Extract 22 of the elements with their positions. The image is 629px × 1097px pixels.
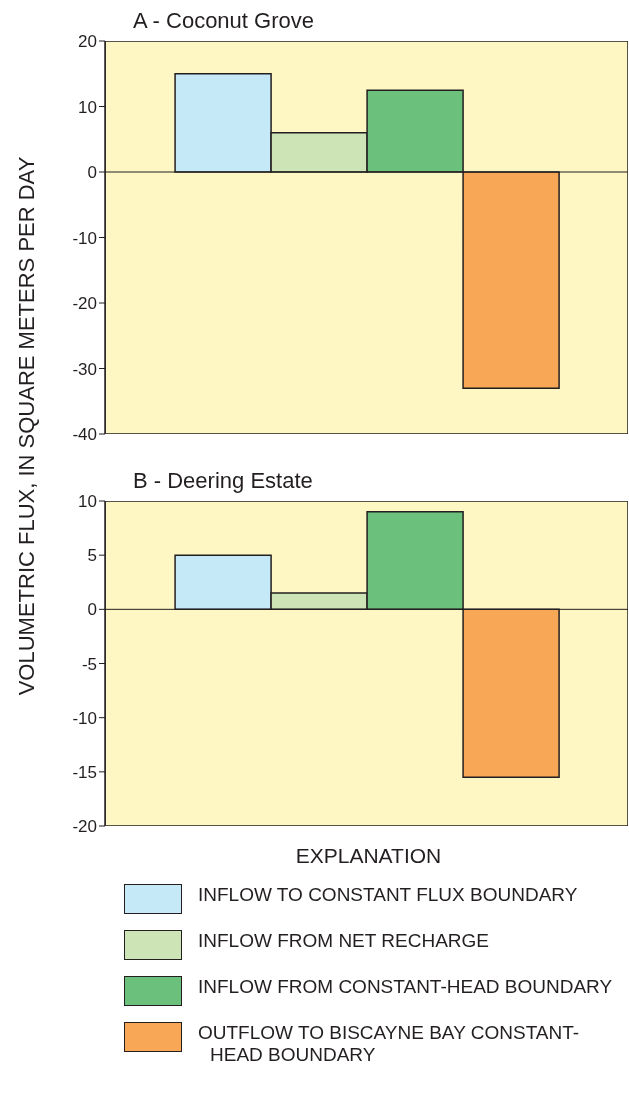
y-axis-title: VOLUMETRIC FLUX, IN SQUARE METERS PER DAY: [14, 156, 40, 696]
y-tick-label: 5: [87, 546, 97, 566]
y-tick-label: -40: [72, 425, 97, 445]
y-tick-label: -15: [72, 762, 97, 782]
chart-title: B - Deering Estate: [133, 468, 313, 494]
y-tick-label: 20: [78, 32, 97, 52]
legend-label: INFLOW TO CONSTANT FLUX BOUNDARY: [198, 884, 579, 906]
legend-label: INFLOW FROM CONSTANT-HEAD BOUNDARY: [198, 976, 614, 998]
y-tick-label: -30: [72, 359, 97, 379]
y-tick-label: -5: [81, 654, 97, 674]
y-tick-label: 10: [78, 492, 97, 512]
y-tick-label: -20: [72, 294, 97, 314]
y-tick-label: -10: [72, 708, 97, 728]
y-tick-label: 0: [87, 600, 97, 620]
y-tick-label: 10: [78, 97, 97, 117]
y-tick-label: -20: [72, 817, 97, 837]
legend-title: EXPLANATION: [294, 844, 443, 868]
legend-label: INFLOW FROM NET RECHARGE: [198, 930, 490, 952]
legend-label: OUTFLOW TO BISCAYNE BAY CONSTANT-HEAD BOUNDARY: [198, 1022, 581, 1066]
y-tick-label: 0: [87, 163, 97, 183]
y-tick-label: -10: [72, 228, 97, 248]
chart-title: A - Coconut Grove: [133, 8, 314, 34]
